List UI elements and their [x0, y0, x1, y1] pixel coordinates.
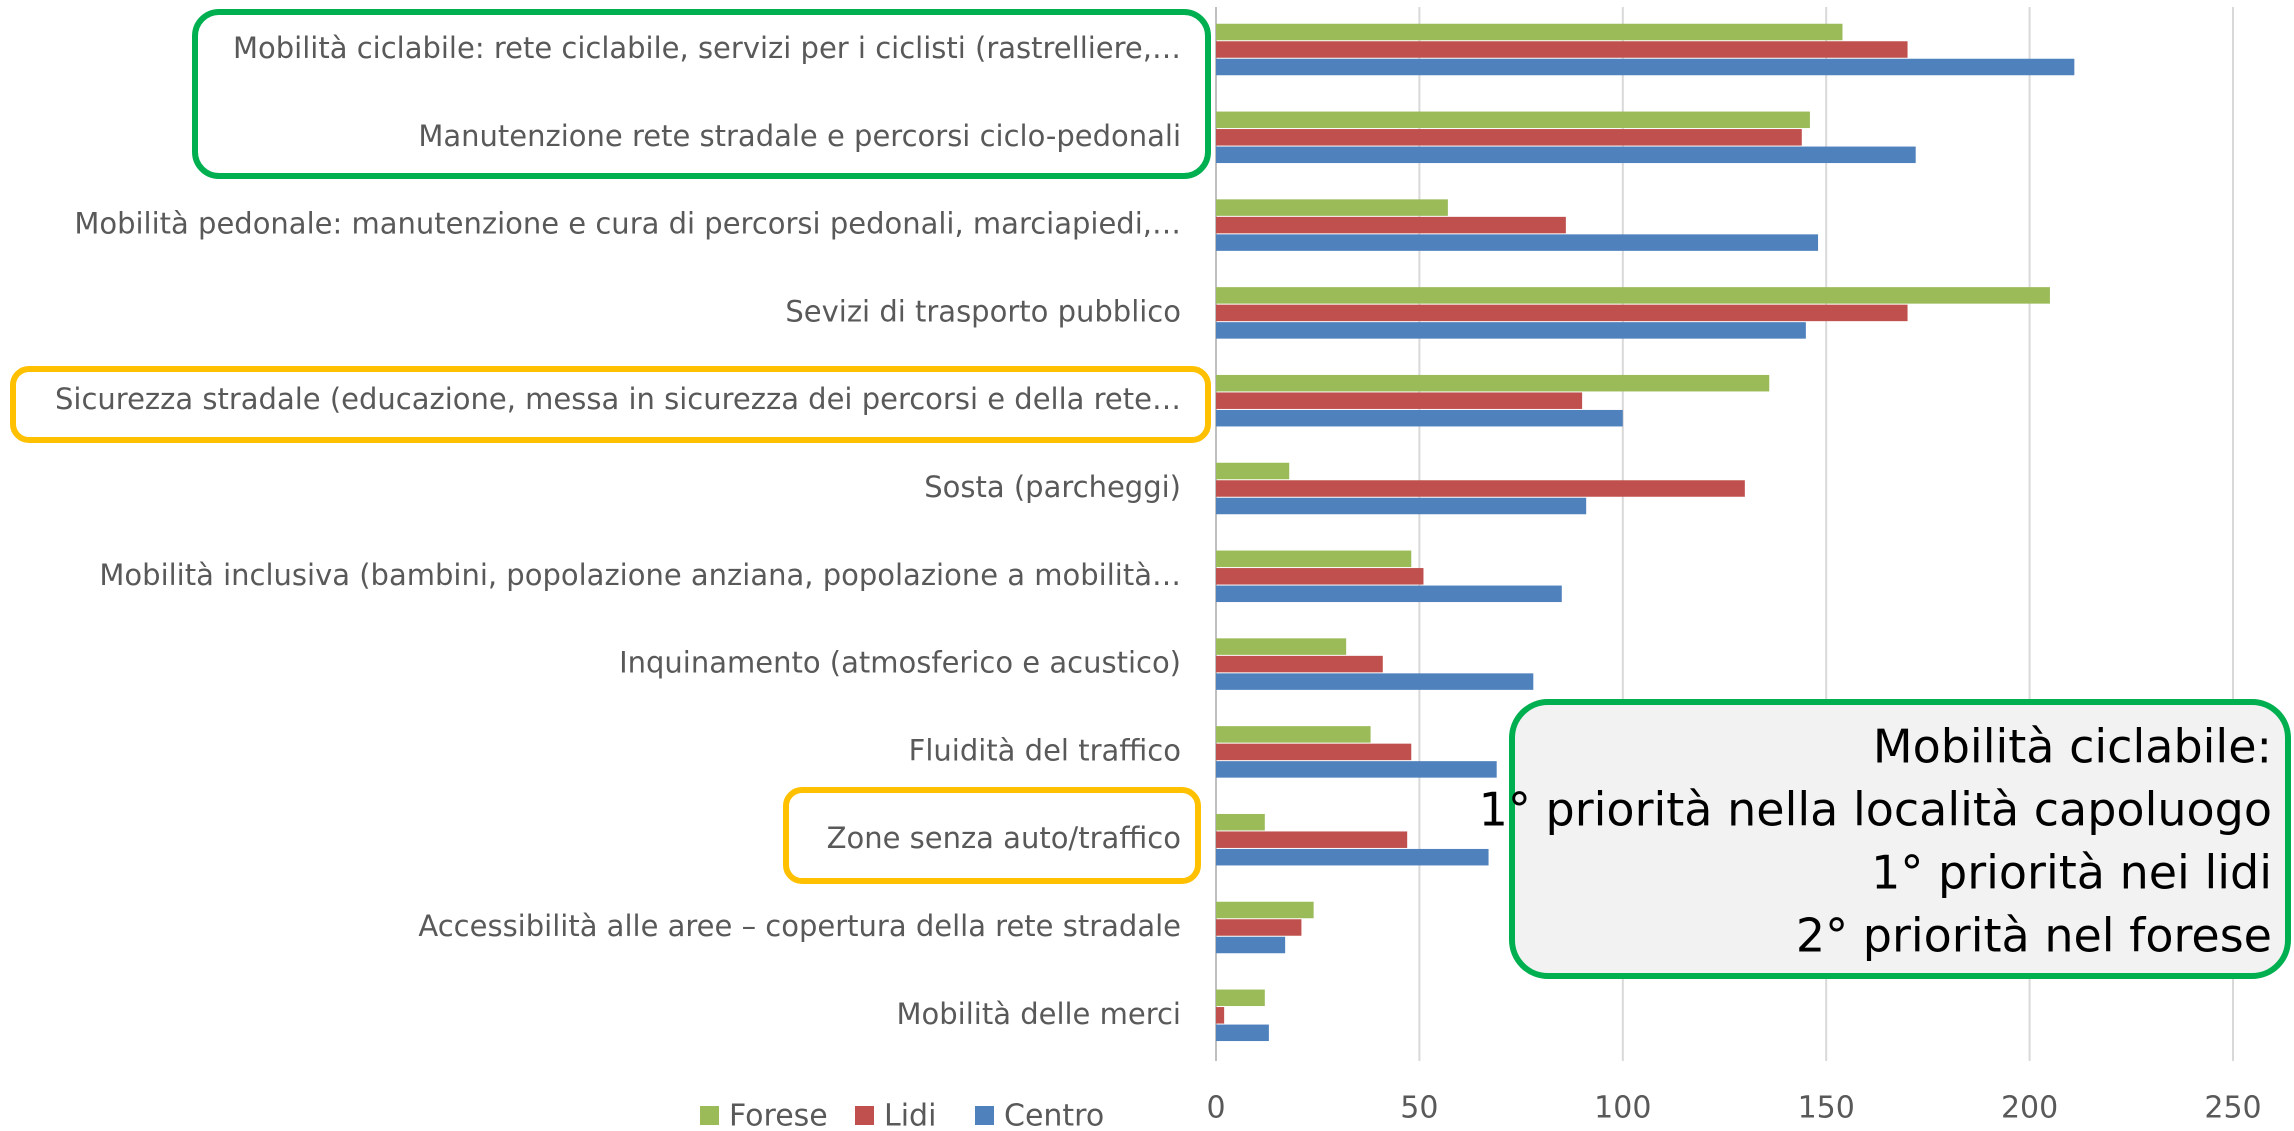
bar: [1216, 726, 1371, 743]
bar: [1216, 831, 1408, 848]
bar: [1216, 901, 1314, 919]
bar: [1216, 989, 1265, 1007]
bar: [1216, 936, 1286, 954]
bar: [1216, 813, 1265, 831]
bar: [1216, 146, 1916, 164]
highlight-box: [783, 787, 1201, 884]
legend-swatch: [855, 1106, 874, 1125]
y-tick-label: Mobilità inclusiva (bambini, popolazione…: [99, 558, 1181, 592]
highlight-box: [10, 366, 1211, 443]
y-tick-label: Sicurezza stradale (educazione, messa in…: [55, 382, 1181, 416]
bar: [1216, 409, 1623, 427]
bar: [1216, 462, 1290, 480]
bar: [1216, 58, 2075, 76]
bar: [1216, 1007, 1225, 1024]
bar: [1216, 129, 1802, 146]
annotation-text: 1° priorità nella località capoluogo: [1479, 783, 2272, 837]
legend-label: Lidi: [884, 1099, 936, 1131]
highlight-box: [192, 9, 1211, 179]
bar: [1216, 585, 1562, 603]
bar: [1216, 919, 1302, 936]
annotation-text: 2° priorità nel forese: [1796, 909, 2272, 963]
legend-label: Forese: [729, 1099, 828, 1131]
bar: [1216, 743, 1412, 761]
bar: [1216, 550, 1412, 568]
legend-swatch: [700, 1106, 719, 1125]
plot: [1215, 7, 2234, 1061]
bar: [1216, 673, 1534, 690]
bar: [1216, 497, 1587, 515]
x-tick-label: 0: [1206, 1091, 1225, 1126]
bar: [1216, 568, 1424, 585]
annotation-text: Mobilità ciclabile:: [1873, 720, 2272, 774]
y-tick-label: Sosta (parcheggi): [924, 470, 1181, 504]
y-tick-label: Inquinamento (atmosferico e acustico): [619, 646, 1181, 680]
bar: [1216, 234, 1819, 251]
bar: [1216, 480, 1745, 497]
bar: [1216, 638, 1347, 655]
bar: [1216, 199, 1448, 216]
bar: [1216, 216, 1566, 234]
bar: [1216, 304, 1908, 322]
bar: [1216, 23, 1843, 41]
bar: [1216, 392, 1583, 409]
y-tick-label: Accessibilità alle aree – copertura dell…: [418, 909, 1181, 943]
x-tick-label: 150: [1798, 1091, 1855, 1126]
bar: [1216, 287, 2050, 304]
y-tick-label: Manutenzione rete stradale e percorsi ci…: [418, 119, 1181, 153]
y-tick-label: Mobilità delle merci: [896, 997, 1181, 1031]
annotation-box: [1509, 699, 2291, 979]
y-tick-label: Fluidità del traffico: [909, 733, 1181, 767]
bar: [1216, 761, 1497, 778]
y-tick-label: Zone senza auto/traffico: [827, 821, 1181, 855]
x-tick-label: 100: [1594, 1091, 1651, 1126]
x-tick-label: 200: [2001, 1091, 2058, 1126]
annotation-text: 1° priorità nei lidi: [1871, 846, 2272, 900]
bar: [1216, 41, 1908, 58]
x-tick-label: 250: [2204, 1091, 2261, 1126]
y-tick-label: Sevizi di trasporto pubblico: [785, 294, 1181, 328]
bar: [1216, 322, 1806, 339]
bar: [1216, 374, 1770, 392]
legend-swatch: [975, 1106, 994, 1125]
y-tick-label: Mobilità pedonale: manutenzione e cura d…: [74, 207, 1181, 241]
y-tick-label: Mobilità ciclabile: rete ciclabile, serv…: [233, 31, 1181, 65]
x-tick-label: 50: [1400, 1091, 1438, 1126]
bar: [1216, 1024, 1269, 1042]
bar: [1216, 655, 1383, 673]
bar: [1216, 111, 1810, 129]
bar: [1216, 848, 1489, 866]
legend-label: Centro: [1004, 1099, 1104, 1131]
